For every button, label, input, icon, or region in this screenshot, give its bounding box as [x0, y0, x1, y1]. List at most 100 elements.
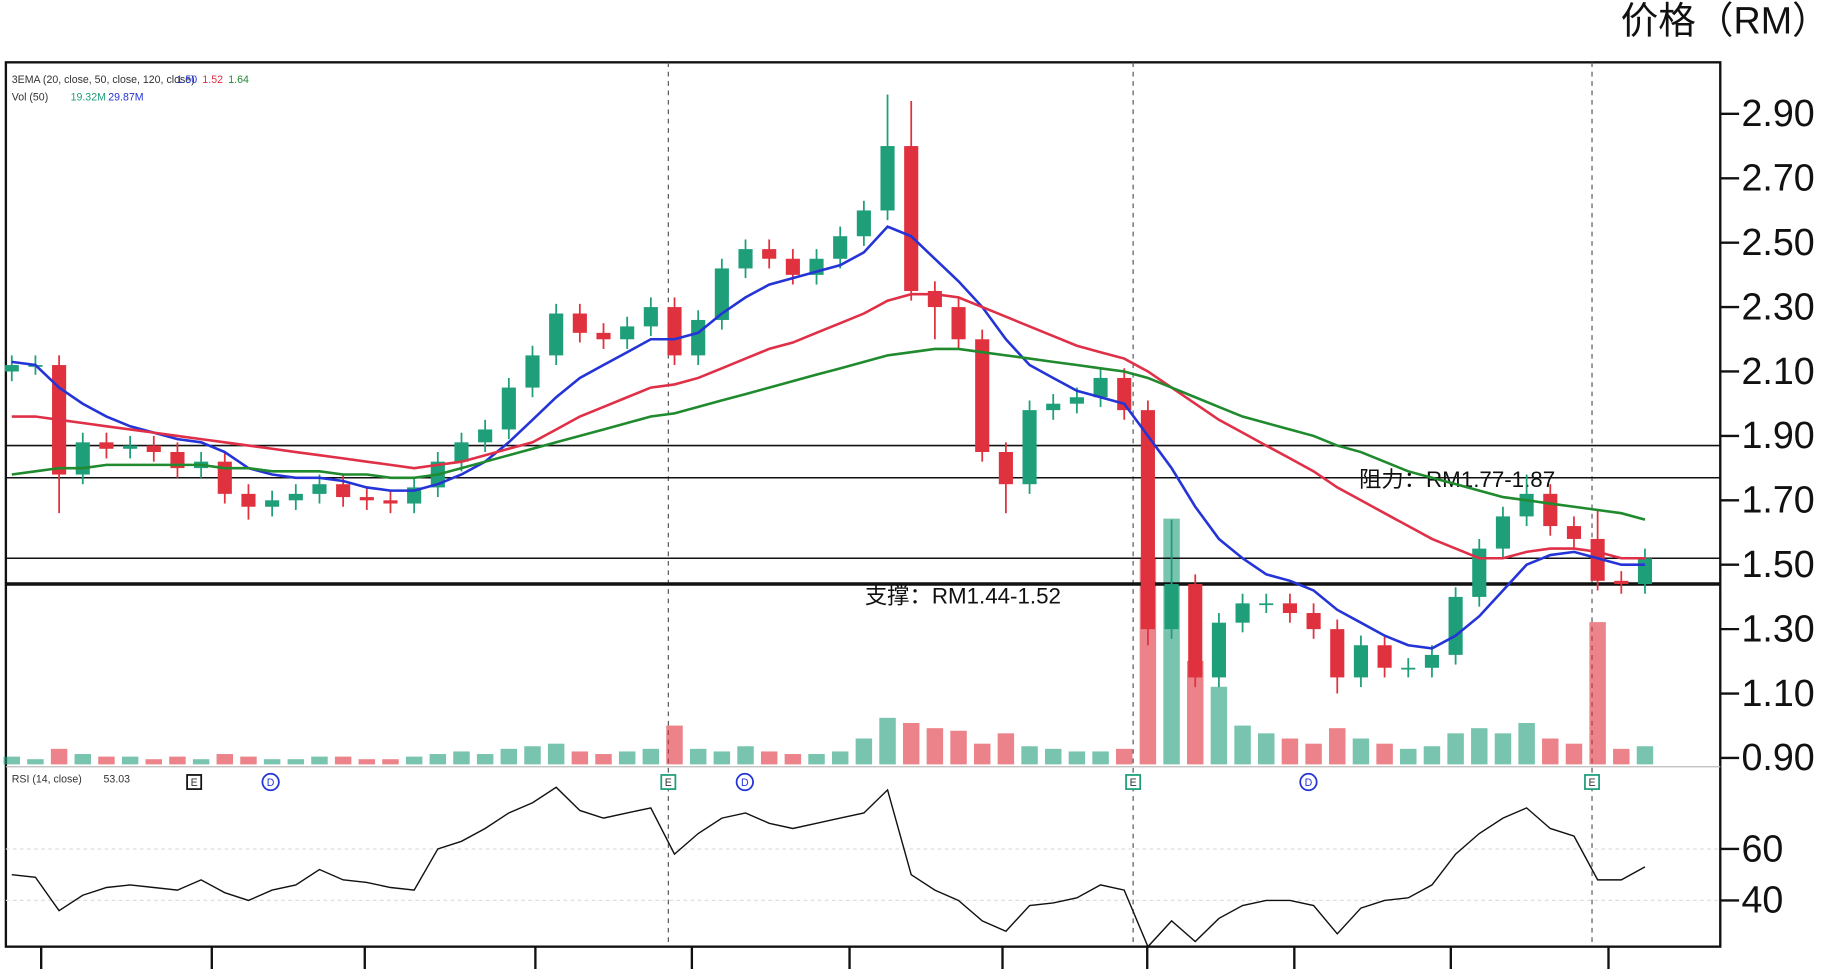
candle-body	[762, 249, 777, 259]
volume-bar	[145, 759, 163, 765]
volume-bar	[1400, 748, 1417, 765]
candle-body	[738, 249, 753, 269]
candle-body	[288, 493, 303, 501]
candle-body	[572, 313, 587, 333]
y-tick-label: 1.30	[1741, 607, 1814, 649]
candle-body	[217, 461, 232, 494]
volume-bar	[950, 730, 967, 765]
candle-body	[691, 319, 706, 356]
volume-bar	[1305, 743, 1322, 765]
volume-bar	[737, 746, 754, 765]
candle-body	[856, 210, 871, 237]
y-tick-label: 2.30	[1741, 285, 1814, 327]
rsi-tick-label: 60	[1741, 827, 1783, 869]
event-label: E	[665, 777, 672, 789]
volume-bar	[121, 756, 139, 765]
volume-bar	[713, 751, 731, 765]
volume-bar	[784, 754, 802, 765]
volume-bar	[1281, 738, 1299, 765]
volume-bar	[1068, 751, 1086, 765]
candle-body	[146, 445, 161, 452]
volume-bar	[263, 759, 281, 765]
volume-bar	[1636, 746, 1654, 765]
y-tick-label: 2.50	[1741, 221, 1814, 263]
candle-body	[336, 484, 351, 498]
volume-bar	[1565, 743, 1583, 765]
candle-body	[1353, 645, 1368, 678]
volume-bar	[595, 754, 612, 765]
event-label: D	[741, 777, 749, 789]
rsi-line	[11, 786, 1646, 948]
volume-bar	[74, 754, 92, 765]
volume-bar	[1471, 728, 1488, 765]
volume-bar	[3, 756, 21, 765]
volume-bar	[1021, 746, 1038, 765]
candle-body	[833, 236, 848, 259]
ema-line	[11, 225, 1645, 650]
candle-body	[998, 451, 1013, 485]
volume-bar	[1518, 722, 1535, 765]
volume-bar	[1163, 518, 1180, 765]
volume-bar	[50, 748, 68, 765]
candle-body	[1377, 645, 1392, 668]
volume-bar	[1352, 738, 1370, 765]
volume-bar	[216, 754, 234, 765]
volume-bar	[666, 725, 683, 765]
candle-body	[1069, 397, 1084, 404]
x-ticks	[40, 946, 1610, 969]
volume-bar	[1187, 660, 1204, 765]
candle-body	[1614, 580, 1629, 585]
candle-body	[312, 484, 327, 494]
candle-body	[1093, 377, 1108, 398]
event-label: E	[191, 777, 198, 789]
ema-value: 1.64	[228, 74, 249, 86]
volume-bar	[808, 754, 825, 765]
event-marker	[261, 772, 280, 792]
event-label: E	[1588, 777, 1595, 789]
candle-body	[951, 307, 966, 340]
volume-bar	[1116, 748, 1133, 765]
candle-body	[1188, 584, 1203, 678]
volume-bar	[334, 756, 352, 765]
candle-body	[1543, 493, 1558, 527]
candle-body	[75, 442, 90, 475]
volume-bar	[642, 748, 660, 765]
volume-bar	[973, 743, 991, 765]
candle-body	[1590, 538, 1605, 581]
candle-body	[123, 445, 138, 449]
candle-body	[1401, 667, 1416, 670]
candle-body	[241, 493, 256, 507]
volume-bar	[1613, 748, 1630, 765]
volume-bar	[1447, 733, 1464, 765]
volume-bar	[1092, 751, 1109, 765]
volume-bar	[902, 722, 920, 765]
candle-body	[1046, 403, 1061, 411]
candle-body	[785, 258, 800, 275]
candle-body	[1164, 584, 1179, 630]
rsi-tick-label: 40	[1741, 879, 1783, 921]
ema-line	[11, 347, 1646, 521]
volume-bar	[1494, 733, 1512, 765]
event-marker	[1584, 774, 1600, 790]
annotation: 阻力：RM1.77-1.87	[1359, 467, 1555, 492]
volume-bar	[27, 759, 44, 765]
volume-bar	[476, 754, 494, 765]
ema-line	[11, 292, 1645, 560]
candle-body	[1306, 613, 1321, 630]
volume-bar	[618, 751, 636, 765]
volume-bar	[1376, 743, 1393, 765]
candle-body	[1211, 622, 1226, 678]
volume-bar	[1044, 748, 1062, 765]
candle-body	[1140, 410, 1155, 630]
candle-body	[880, 146, 895, 211]
candle-body	[1235, 603, 1250, 623]
volume-bar	[524, 746, 541, 765]
volume-bar	[382, 759, 399, 765]
y-tick-label: 2.10	[1741, 350, 1814, 392]
candle-body	[1519, 493, 1534, 517]
volume-bar	[1589, 622, 1606, 765]
y-tick-label: 0.90	[1741, 736, 1814, 778]
rsi-legend: RSI (14, close)	[12, 773, 82, 785]
event-label: E	[1130, 777, 1137, 789]
